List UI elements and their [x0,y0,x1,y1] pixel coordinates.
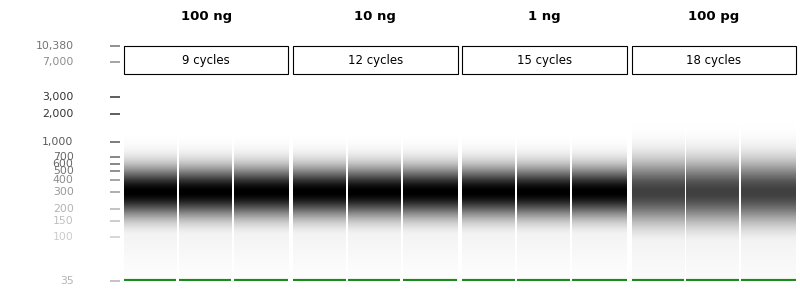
Text: 100 ng: 100 ng [181,10,232,23]
Text: 18 cycles: 18 cycles [686,54,742,67]
Text: 1 ng: 1 ng [528,10,561,23]
Text: 200: 200 [53,204,74,214]
Text: 150: 150 [53,216,74,226]
Text: 3,000: 3,000 [42,92,74,102]
Text: 10 ng: 10 ng [354,10,396,23]
Text: 300: 300 [53,187,74,197]
Text: 700: 700 [53,152,74,162]
Text: 500: 500 [53,166,74,176]
Text: 400: 400 [53,175,74,185]
Text: 35: 35 [60,276,74,286]
Text: 100: 100 [53,232,74,242]
Text: 600: 600 [53,159,74,168]
Text: 12 cycles: 12 cycles [348,54,403,67]
Text: 10,380: 10,380 [35,41,74,51]
Bar [462,46,627,74]
Text: 15 cycles: 15 cycles [517,54,572,67]
Bar [293,46,458,74]
Bar [124,46,288,74]
Text: 7,000: 7,000 [42,57,74,67]
Text: 2,000: 2,000 [42,109,74,119]
Text: 100 pg: 100 pg [688,10,739,23]
Text: 9 cycles: 9 cycles [182,54,230,67]
Bar [632,46,796,74]
Text: 1,000: 1,000 [42,138,74,148]
